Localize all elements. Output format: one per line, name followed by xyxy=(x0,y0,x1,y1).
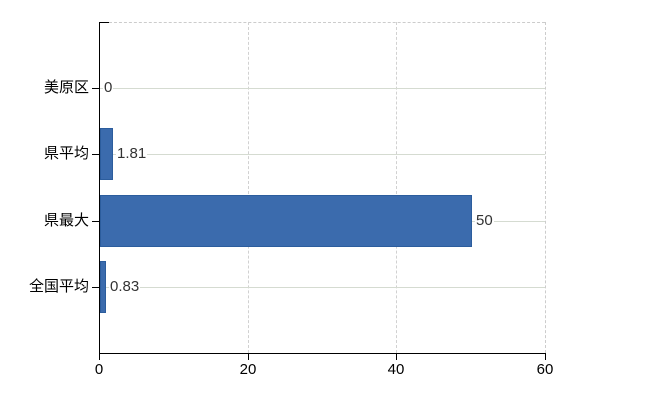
x-tick-label: 40 xyxy=(387,361,405,378)
plot-right-border xyxy=(545,22,546,353)
x-tick-mark xyxy=(545,353,546,360)
x-tick-mark xyxy=(99,353,100,360)
bar xyxy=(100,261,106,313)
x-gridline xyxy=(248,22,249,353)
category-gridline xyxy=(100,287,545,288)
category-gridline xyxy=(100,154,545,155)
category-gridline xyxy=(100,88,545,89)
x-tick-mark xyxy=(396,353,397,360)
bar xyxy=(100,195,472,247)
value-label: 1.81 xyxy=(116,145,148,163)
category-label: 県平均 xyxy=(43,145,89,162)
plot-top-cap xyxy=(99,22,109,23)
x-tick-label: 20 xyxy=(239,361,257,378)
y-tick-mark xyxy=(92,221,99,222)
value-label: 50 xyxy=(475,212,494,230)
x-tick-label: 60 xyxy=(536,361,554,378)
x-gridline xyxy=(396,22,397,353)
category-label: 県最大 xyxy=(43,212,89,229)
category-label: 美原区 xyxy=(43,79,89,96)
y-tick-mark xyxy=(92,88,99,89)
y-tick-mark xyxy=(92,287,99,288)
x-tick-label: 0 xyxy=(94,361,104,378)
bar xyxy=(100,128,113,180)
value-label: 0.83 xyxy=(109,278,141,296)
x-tick-mark xyxy=(248,353,249,360)
x-axis-line xyxy=(99,353,546,354)
category-label: 全国平均 xyxy=(28,278,89,295)
value-label: 0 xyxy=(103,79,114,97)
plot-top-border xyxy=(109,22,545,23)
y-tick-mark xyxy=(92,154,99,155)
y-axis-line xyxy=(99,22,100,353)
